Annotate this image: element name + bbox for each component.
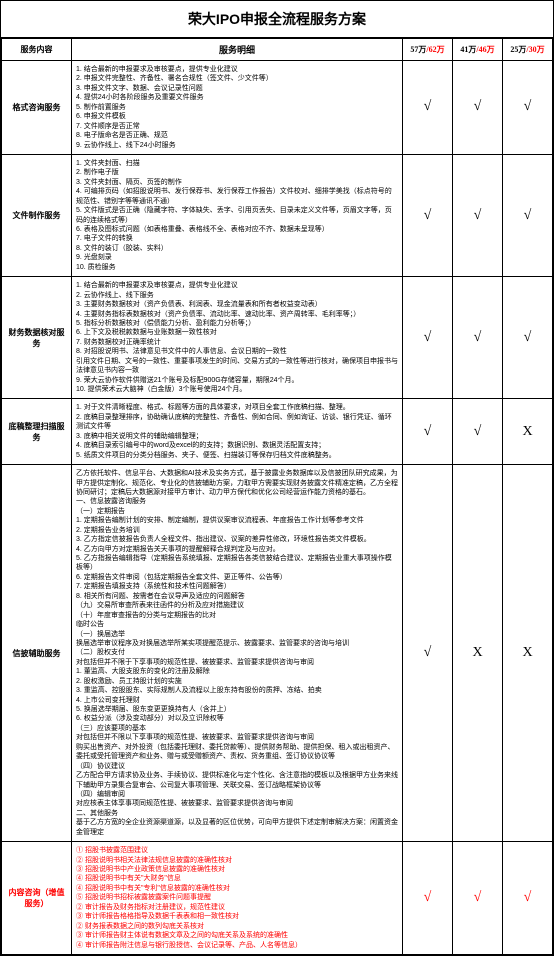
page-title: 荣大IPO申报全流程服务方案: [1, 1, 553, 38]
check-cell: √: [403, 465, 453, 842]
detail-cell: 1. 结合最新的申报要求及审核要点，提供专业化建议 2. 申报文件完整性、齐备性…: [72, 61, 403, 155]
header-price-3: 25万/30万: [503, 39, 553, 61]
check-cell: √: [503, 842, 553, 955]
category-cell: 财务数据核对服务: [2, 277, 72, 399]
detail-cell: 1. 对于文件清晰程度、格式、标题等方面的具体要求，对项目全套工作底稿扫描、整理…: [72, 399, 403, 465]
check-cell: √: [503, 154, 553, 276]
check-cell: √: [503, 61, 553, 155]
detail-cell: 1. 结合最新的申报要求及审核要点，提供专业化建议 2. 云协作线上、线下服务 …: [72, 277, 403, 399]
header-detail: 服务明细: [72, 39, 403, 61]
category-cell: 底稿整理扫描服务: [2, 399, 72, 465]
header-price-2: 41万/46万: [453, 39, 503, 61]
check-cell: √: [403, 277, 453, 399]
check-cell: √: [453, 842, 503, 955]
check-cell: X: [503, 465, 553, 842]
check-cell: X: [503, 399, 553, 465]
detail-cell: 乙方依托软件、信息平台、大数据和AI技术及实务方式，基于披露业务数据库以及信披团…: [72, 465, 403, 842]
check-cell: √: [453, 277, 503, 399]
check-cell: √: [403, 61, 453, 155]
category-cell: 内容咨询（增值服务）: [2, 842, 72, 955]
check-cell: √: [403, 154, 453, 276]
category-cell: 格式咨询服务: [2, 61, 72, 155]
header-price-1: 57万/62万: [403, 39, 453, 61]
check-cell: X: [453, 465, 503, 842]
detail-cell: 1. 文件夹封面、扫描 2. 制作电子版 3. 文件夹封面、隔页、页签的制作 4…: [72, 154, 403, 276]
detail-cell: ① 招股书披露范围建议 ② 招股说明书相关法律法规信息披露的准确性核对 ③ 招股…: [72, 842, 403, 955]
category-cell: 文件制作服务: [2, 154, 72, 276]
check-cell: √: [453, 399, 503, 465]
check-cell: √: [403, 842, 453, 955]
check-cell: √: [453, 61, 503, 155]
service-table: 服务内容 服务明细 57万/62万 41万/46万 25万/30万 格式咨询服务…: [1, 38, 553, 955]
category-cell: 信披辅助服务: [2, 465, 72, 842]
check-cell: √: [403, 399, 453, 465]
header-category: 服务内容: [2, 39, 72, 61]
check-cell: √: [453, 154, 503, 276]
check-cell: √: [503, 277, 553, 399]
